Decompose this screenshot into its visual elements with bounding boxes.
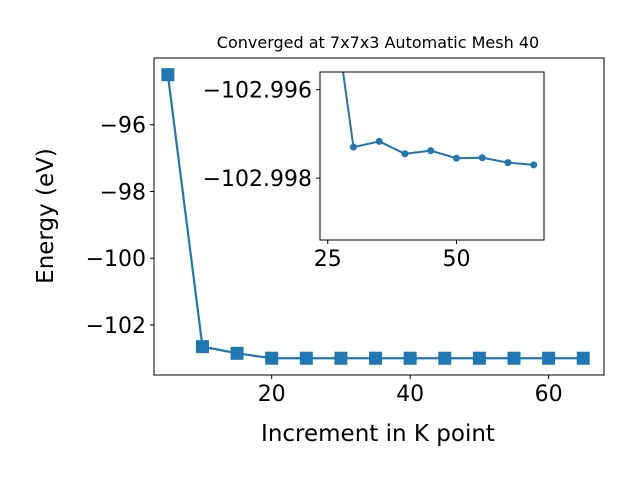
- chart-title: Converged at 7x7x3 Automatic Mesh 40: [217, 33, 539, 52]
- inset-x-tick-label: 50: [442, 247, 470, 272]
- main-point: [299, 351, 313, 365]
- main-point: [507, 351, 521, 365]
- main-y-tick-label: −102: [86, 314, 146, 339]
- main-point: [403, 351, 417, 365]
- main-point: [334, 351, 348, 365]
- main-point: [576, 351, 590, 365]
- main-x-tick-label: 60: [535, 382, 563, 407]
- main-point: [542, 351, 556, 365]
- main-x-tick-label: 40: [396, 382, 424, 407]
- inset-background: [320, 72, 544, 240]
- inset-point: [427, 147, 435, 155]
- x-axis-label: Increment in K point: [261, 421, 495, 447]
- main-x-tick-label: 20: [258, 382, 286, 407]
- inset-point: [349, 143, 357, 151]
- inset-point: [478, 154, 486, 162]
- inset-y-tick-label: −102.998: [203, 167, 312, 192]
- main-frame: [153, 57, 605, 376]
- main-point: [369, 351, 383, 365]
- inset-x-tick-label: 25: [314, 247, 342, 272]
- inset-point: [401, 150, 409, 158]
- y-axis-label: Energy (eV): [33, 148, 59, 284]
- main-y-tick-label: −100: [86, 247, 146, 272]
- inset-point: [530, 161, 538, 169]
- main-point: [265, 351, 279, 365]
- inset-plot-area: 25 50 −102.998 −102.996: [203, 71, 545, 272]
- main-point: [472, 351, 486, 365]
- main-point: [230, 346, 244, 360]
- main-point: [195, 340, 209, 354]
- inset-point: [452, 154, 460, 162]
- main-point: [161, 68, 175, 82]
- inset-point: [375, 137, 383, 145]
- main-y-tick-label: −98: [100, 180, 146, 205]
- inset-frame: [319, 71, 545, 241]
- main-y-tick-label: −96: [100, 114, 146, 139]
- inset-y-tick-label: −102.996: [203, 79, 312, 104]
- inset-point: [504, 159, 512, 167]
- main-point: [438, 351, 452, 365]
